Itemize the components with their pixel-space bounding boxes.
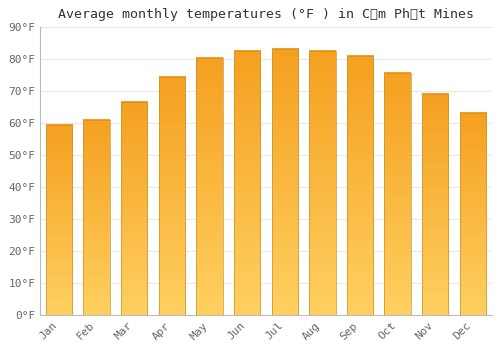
Bar [460,113,486,315]
Bar [196,58,222,315]
Title: Average monthly temperatures (°F ) in Cẩm Phảt Mines: Average monthly temperatures (°F ) in Cẩ… [58,8,474,21]
Bar [84,120,110,315]
Bar [309,51,336,315]
Bar [46,125,72,315]
Bar [272,49,298,315]
Bar [384,72,411,315]
Bar [422,94,448,315]
Bar [347,56,373,315]
Bar [234,51,260,315]
Bar [121,102,148,315]
Bar [158,77,185,315]
